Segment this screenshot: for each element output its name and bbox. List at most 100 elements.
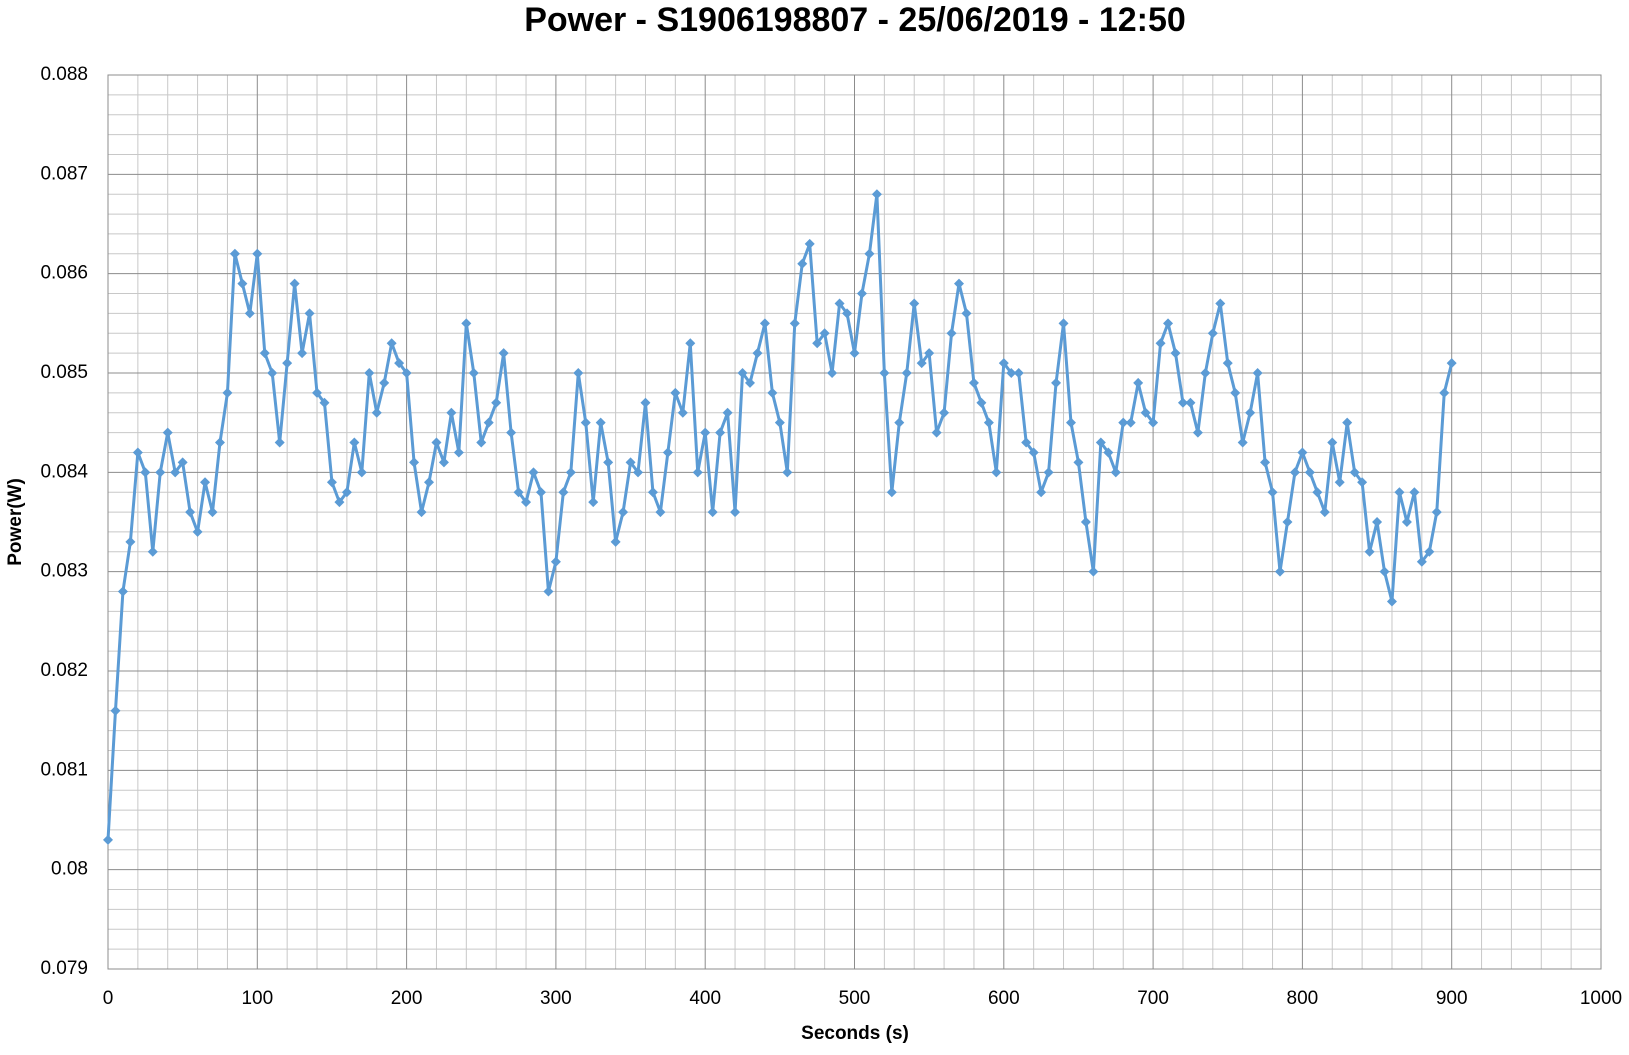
point-marker [103, 834, 113, 845]
point-marker [722, 407, 733, 418]
point-marker [528, 467, 539, 478]
point-marker [954, 278, 965, 289]
point-marker [521, 497, 532, 508]
point-marker [468, 368, 479, 378]
point-marker [177, 457, 188, 468]
x-tick-label: 0 [103, 988, 114, 1009]
point-marker [1245, 407, 1256, 418]
point-marker [513, 487, 524, 498]
point-marker [140, 467, 151, 478]
point-marker [259, 348, 270, 359]
point-marker [1327, 437, 1338, 448]
point-marker [1409, 487, 1420, 498]
point-marker [147, 546, 158, 557]
point-marker [416, 507, 427, 518]
point-marker [1200, 368, 1211, 378]
point-marker [633, 467, 644, 478]
x-tick-label: 700 [1137, 988, 1169, 1009]
x-tick-label: 400 [689, 988, 721, 1009]
y-tick-label: 0.079 [40, 958, 88, 979]
point-marker [588, 497, 599, 508]
point-marker [998, 358, 1009, 369]
point-marker [1155, 338, 1166, 349]
point-marker [789, 318, 800, 329]
point-marker [423, 477, 434, 488]
point-marker [244, 308, 255, 319]
point-marker [603, 457, 614, 468]
point-marker [267, 368, 278, 378]
point-marker [117, 586, 128, 597]
x-tick-label: 800 [1287, 988, 1319, 1009]
point-marker [1133, 377, 1144, 388]
point-marker [1125, 417, 1136, 428]
point-marker [543, 586, 554, 597]
y-tick-label: 0.083 [40, 561, 88, 582]
point-marker [1058, 318, 1069, 329]
point-marker [670, 387, 681, 398]
point-marker [453, 447, 464, 458]
point-marker [132, 447, 143, 458]
point-marker [222, 387, 233, 398]
point-marker [535, 487, 546, 498]
point-marker [759, 318, 770, 329]
point-marker [1043, 467, 1054, 478]
point-marker [125, 536, 136, 547]
point-marker [1215, 298, 1226, 309]
point-marker [476, 437, 487, 448]
point-marker [1431, 507, 1442, 518]
point-marker [804, 238, 815, 249]
point-marker [1394, 487, 1405, 498]
point-marker [610, 536, 621, 547]
y-tick-label: 0.081 [40, 759, 88, 780]
chart-title: Power - S1906198807 - 25/06/2019 - 12:50 [524, 1, 1186, 39]
point-marker [446, 407, 457, 418]
point-marker [1304, 467, 1315, 478]
point-marker [483, 417, 494, 428]
x-tick-label: 500 [839, 988, 871, 1009]
point-marker [274, 437, 285, 448]
point-marker [931, 427, 942, 438]
point-marker [871, 189, 882, 200]
x-tick-label: 100 [241, 988, 273, 1009]
point-marker [767, 387, 778, 398]
point-marker [715, 427, 726, 438]
point-marker [1416, 556, 1427, 567]
point-marker [819, 328, 830, 339]
point-marker [983, 417, 994, 428]
point-marker [438, 457, 449, 468]
point-marker [685, 338, 696, 349]
point-marker [707, 507, 718, 518]
point-marker [856, 288, 867, 299]
point-marker [334, 497, 345, 508]
y-axis-label: Power(W) [5, 478, 26, 566]
point-marker [1319, 507, 1330, 518]
point-marker [1334, 477, 1345, 488]
point-marker [879, 368, 890, 378]
point-marker [1357, 477, 1368, 488]
point-marker [700, 427, 711, 438]
point-marker [595, 417, 606, 428]
point-marker [155, 467, 166, 478]
point-marker [924, 348, 935, 359]
point-marker [1275, 566, 1286, 577]
point-marker [1051, 377, 1062, 388]
point-marker [752, 348, 763, 359]
point-marker [916, 358, 927, 369]
point-marker [1222, 358, 1233, 369]
point-marker [1446, 358, 1457, 369]
point-marker [1177, 397, 1188, 408]
point-marker [431, 437, 442, 448]
point-marker [782, 467, 793, 478]
y-tick-label: 0.084 [40, 461, 88, 482]
point-marker [662, 447, 673, 458]
point-marker [976, 397, 987, 408]
point-marker [1379, 566, 1390, 577]
point-marker [282, 358, 293, 369]
plot-frame [107, 74, 1602, 970]
point-marker [356, 467, 367, 478]
point-marker [894, 417, 905, 428]
point-marker [461, 318, 472, 329]
point-marker [1080, 517, 1091, 527]
point-marker [506, 427, 517, 438]
